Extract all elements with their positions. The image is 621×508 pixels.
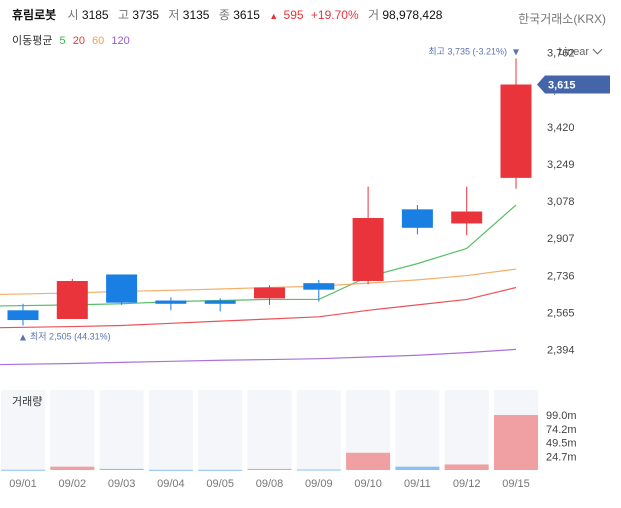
x-tick-label: 09/05 [206, 478, 234, 490]
volume-column-bg [247, 390, 292, 470]
y-tick-label: 3,249 [547, 159, 575, 171]
volume-tick-label: 74.2m [546, 424, 577, 436]
open-label: 시 [67, 8, 79, 22]
volume-bar [494, 415, 538, 470]
stock-summary: 휴림로봇 시 3185 고 3735 저 3135 종 3615 ▲ 595 +… [12, 6, 448, 23]
y-tick-label: 3,420 [547, 122, 575, 134]
ma-60-label[interactable]: 60 [92, 35, 105, 47]
volume-bar [346, 452, 391, 470]
volume-bar [99, 468, 144, 470]
ma-5-label[interactable]: 5 [59, 35, 66, 47]
volume-bar [247, 468, 292, 470]
y-tick-label: 3,762 [547, 48, 575, 60]
ma-title: 이동평균 [12, 35, 53, 47]
candle-body [303, 283, 335, 290]
change-value: 595 [283, 8, 304, 22]
x-tick-label: 09/03 [108, 478, 136, 490]
volume-value: 98,978,428 [382, 8, 443, 22]
volume-column-bg [148, 390, 193, 470]
volume-column-bg [99, 390, 144, 470]
volume-bar [198, 469, 243, 471]
volume-title: 거래량 [12, 395, 42, 408]
close-value: 3615 [233, 8, 260, 22]
x-tick-label: 09/04 [157, 478, 185, 490]
volume-tick-label: 99.0m [546, 410, 577, 422]
x-tick-label: 09/12 [453, 478, 481, 490]
y-tick-label: 3,078 [547, 196, 575, 208]
x-tick-label: 09/01 [9, 478, 37, 490]
candle-body [204, 300, 236, 304]
candle-body [155, 300, 187, 304]
x-tick-label: 09/11 [404, 478, 431, 490]
scale-mode-label: Linear [558, 46, 589, 58]
change-arrow-icon: ▲ [269, 11, 279, 21]
y-tick-label: 2,565 [547, 307, 575, 319]
x-tick-label: 09/02 [59, 478, 87, 490]
x-tick-label: 09/09 [305, 478, 333, 490]
ma-120-line [0, 348, 517, 366]
x-tick-label: 09/15 [502, 478, 530, 490]
candle-body [401, 209, 433, 228]
candle-body [254, 287, 285, 299]
volume-bar [1, 469, 45, 471]
volume-column-bg [444, 390, 489, 470]
last-price-tag [537, 75, 610, 94]
ma-20-label[interactable]: 20 [72, 35, 85, 47]
high-marker-icon: ▼ [513, 47, 520, 56]
low-marker-icon: ▲ [20, 332, 27, 341]
y-tick-label: 2,736 [547, 270, 575, 282]
ma-120-label[interactable]: 120 [111, 35, 130, 47]
candle-body [7, 310, 39, 321]
low-value: 3135 [182, 8, 210, 22]
candle-body [106, 274, 138, 303]
volume-bar [296, 469, 341, 471]
y-tick-label: 2,394 [547, 345, 575, 357]
volume-label: 거 [367, 8, 380, 22]
change-percent: +19.70% [310, 8, 359, 22]
moving-average-legend: 이동평균 5 20 60 120 [12, 32, 134, 48]
volume-bar [444, 464, 489, 470]
volume-tick-label: 49.5m [546, 438, 577, 450]
candle-body [451, 211, 483, 224]
volume-bar [50, 466, 95, 470]
last-price-label: 3,615 [548, 80, 576, 92]
volume-tick-label: 24.7m [546, 451, 577, 463]
volume-column-bg [50, 390, 95, 470]
candle-body [56, 280, 88, 319]
candle-body [352, 218, 384, 281]
volume-bar [395, 466, 440, 470]
volume-column-bg [395, 390, 440, 470]
y-tick-label: 2,907 [547, 233, 575, 245]
low-annotation: 최저 2,505 (44.31%) [30, 331, 111, 341]
x-tick-label: 09/08 [256, 478, 284, 490]
open-value: 3185 [81, 8, 109, 22]
volume-column-bg [296, 390, 341, 470]
high-value: 3735 [132, 8, 160, 22]
stock-name: 휴림로봇 [12, 8, 57, 22]
exchange-name: 한국거래소(KRX) [518, 12, 606, 26]
x-tick-label: 09/10 [354, 478, 382, 490]
close-label: 종 [218, 8, 230, 22]
candle-body [500, 84, 532, 178]
high-annotation: 최고 3,735 (-3.21%) [428, 46, 507, 56]
scale-selector[interactable]: Linear [558, 44, 603, 58]
volume-column-bg [1, 390, 45, 470]
volume-column-bg [198, 390, 243, 470]
ma-20-line [0, 286, 517, 329]
low-label: 저 [168, 8, 180, 22]
volume-bar [148, 469, 193, 471]
high-label: 고 [117, 8, 129, 22]
